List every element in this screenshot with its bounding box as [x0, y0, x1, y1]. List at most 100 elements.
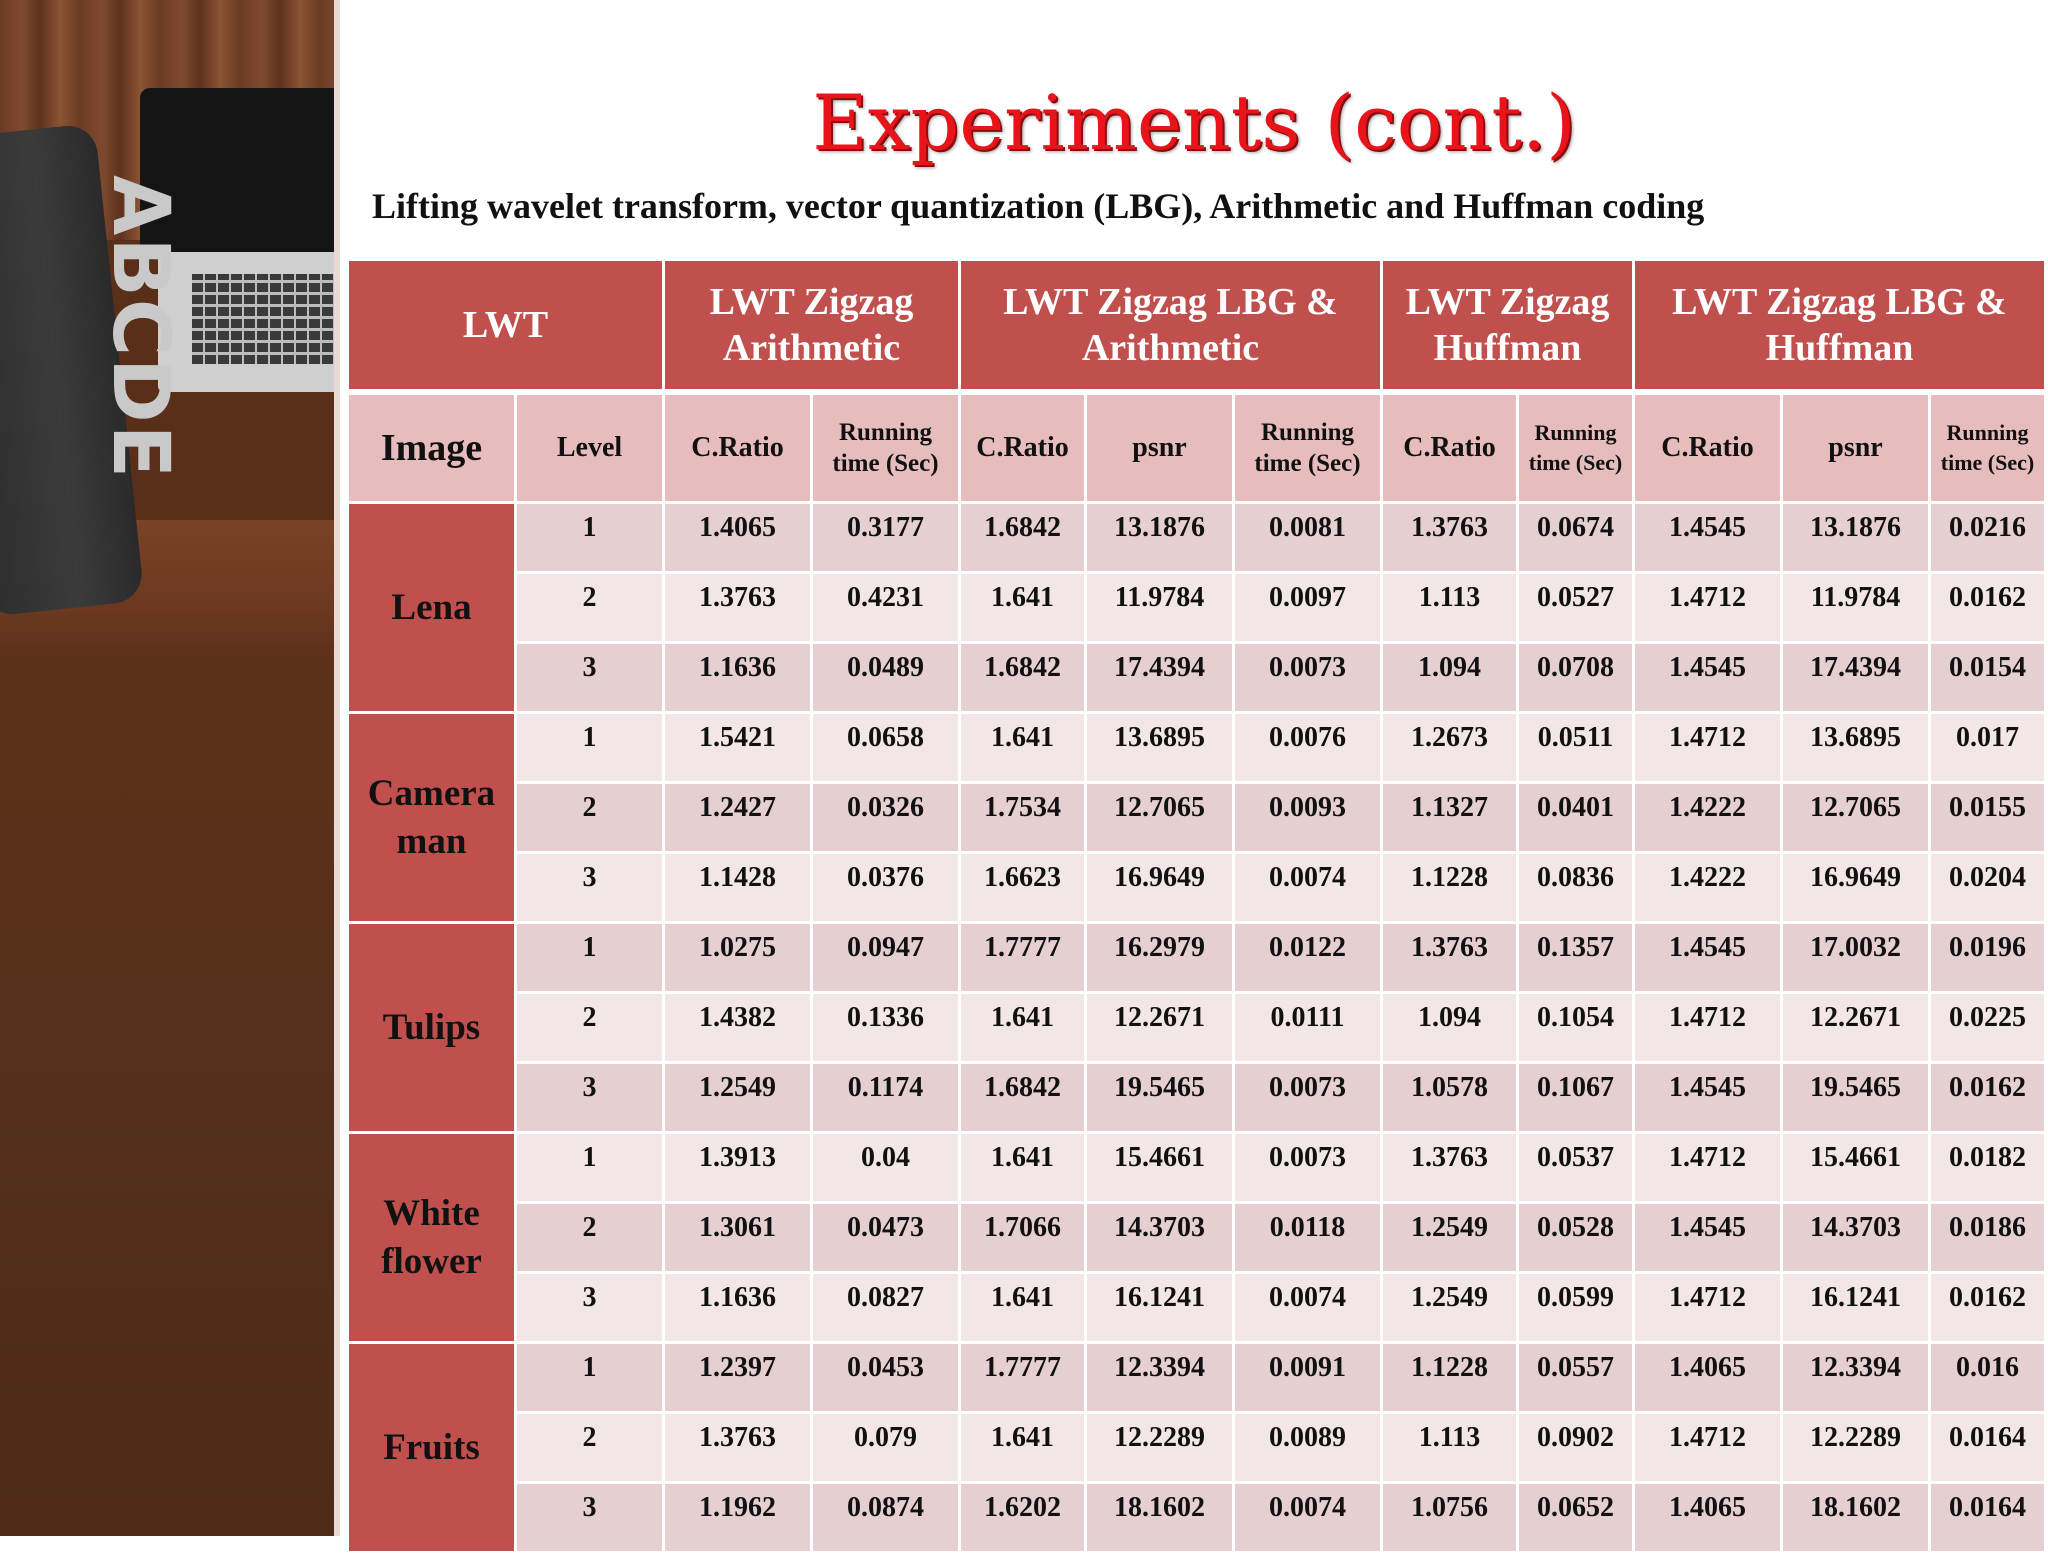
table-row: Camera man 1 1.5421 0.0658 1.641 13.6895 0.007…	[346, 711, 2047, 924]
group-header-row: LWT LWT Zigzag Arithmetic LWT Zigzag LBG…	[346, 258, 2047, 395]
psnr-cell: 17.4394	[1780, 641, 1931, 714]
level-cell: 3	[514, 641, 665, 714]
running-time-cell: 0.0122	[1232, 921, 1383, 994]
running-time-cell: 0.0182	[1928, 1131, 2047, 1204]
running-time-cell: 0.0557	[1516, 1341, 1635, 1414]
cratio-cell: 1.7534	[958, 781, 1087, 854]
running-time-cell: 0.0836	[1516, 851, 1635, 924]
table-row: 2 1.2427 0.0326 1.7534 12.7065 0.0093 1.1327 0.…	[348, 781, 2047, 854]
cratio-cell: 1.1428	[662, 851, 813, 924]
cratio-cell: 1.0756	[1380, 1481, 1519, 1554]
running-time-cell: 0.0076	[1232, 711, 1383, 784]
cratio-cell: 1.4065	[1632, 1481, 1783, 1554]
running-time-cell: 0.04	[810, 1131, 961, 1204]
cratio-cell: 1.1228	[1380, 851, 1519, 924]
running-time-cell: 0.1174	[810, 1061, 961, 1134]
running-time-cell: 0.0074	[1232, 851, 1383, 924]
running-time-cell: 0.0652	[1516, 1481, 1635, 1554]
running-time-cell: 0.0162	[1928, 1271, 2047, 1344]
table-row: 2 1.3763 0.079 1.641 12.2289 0.0089 1.113 0.090…	[348, 1411, 2047, 1484]
cratio-cell: 1.0275	[662, 921, 813, 994]
psnr-cell: 13.6895	[1084, 711, 1235, 784]
running-time-cell: 0.079	[810, 1411, 961, 1484]
running-time-cell: 0.0089	[1232, 1411, 1383, 1484]
cratio-cell: 1.2549	[1380, 1271, 1519, 1344]
cratio-cell: 1.1636	[662, 1271, 813, 1344]
table-row: Lena 1 1.4065 0.3177 1.6842 13.1876 0.0081 1.37…	[346, 501, 2047, 714]
level-cell: 2	[514, 571, 665, 644]
cratio-cell: 1.2673	[1380, 711, 1519, 784]
cratio-cell: 1.4222	[1632, 781, 1783, 854]
psnr-cell: 18.1602	[1780, 1481, 1931, 1554]
running-time-cell: 0.0511	[1516, 711, 1635, 784]
cratio-cell: 1.2427	[662, 781, 813, 854]
table-row: 2 1.4382 0.1336 1.641 12.2671 0.0111 1.094 0.10…	[348, 991, 2047, 1064]
psnr-cell: 17.4394	[1084, 641, 1235, 714]
running-time-cell: 0.0216	[1928, 501, 2047, 574]
cratio-cell: 1.4065	[662, 501, 813, 574]
image-name-cell: Lena	[346, 501, 517, 714]
running-time-cell: 0.4231	[810, 571, 961, 644]
cratio-cell: 1.4712	[1632, 1131, 1783, 1204]
psnr-cell: 15.4661	[1780, 1131, 1931, 1204]
running-time-cell: 0.0073	[1232, 1061, 1383, 1134]
table-row: 2 1.3763 0.4231 1.641 11.9784 0.0097 1.113 0.05…	[348, 571, 2047, 644]
running-time-cell: 0.0527	[1516, 571, 1635, 644]
psnr-cell: 13.1876	[1780, 501, 1931, 574]
laptop-screen	[140, 88, 340, 258]
table-row: 3 1.1636 0.0827 1.641 16.1241 0.0074 1.2549 0.0…	[348, 1271, 2047, 1344]
column-header-level: Level	[514, 390, 665, 504]
psnr-cell: 18.1602	[1084, 1481, 1235, 1554]
cratio-cell: 1.3763	[662, 571, 813, 644]
cratio-cell: 1.641	[958, 1131, 1087, 1204]
level-cell: 2	[514, 781, 665, 854]
cratio-cell: 1.3913	[662, 1131, 813, 1204]
cratio-cell: 1.2549	[1380, 1201, 1519, 1274]
running-time-cell: 0.0073	[1232, 1131, 1383, 1204]
cratio-cell: 1.4065	[1632, 1341, 1783, 1414]
cratio-cell: 1.0578	[1380, 1061, 1519, 1134]
table-row: 3 1.1962 0.0874 1.6202 18.1602 0.0074 1.0756 0.…	[348, 1481, 2047, 1554]
psnr-cell: 12.3394	[1084, 1341, 1235, 1414]
running-time-cell: 0.3177	[810, 501, 961, 574]
running-time-cell: 0.0164	[1928, 1411, 2047, 1484]
running-time-cell: 0.0401	[1516, 781, 1635, 854]
psnr-cell: 17.0032	[1780, 921, 1931, 994]
cratio-cell: 1.641	[958, 571, 1087, 644]
running-time-cell: 0.0376	[810, 851, 961, 924]
cratio-cell: 1.3061	[662, 1201, 813, 1274]
table-row: White flower 1 1.3913 0.04 1.641 15.4661 0.007…	[346, 1131, 2047, 1344]
psnr-cell: 12.2671	[1780, 991, 1931, 1064]
table-row: Tulips 1 1.0275 0.0947 1.7777 16.2979 0.0122 1.…	[346, 921, 2047, 1134]
cratio-cell: 1.4545	[1632, 641, 1783, 714]
running-time-cell: 0.0473	[810, 1201, 961, 1274]
image-name-cell: Fruits	[346, 1341, 517, 1554]
running-time-cell: 0.0073	[1232, 641, 1383, 714]
cratio-cell: 1.113	[1380, 571, 1519, 644]
running-time-cell: 0.0453	[810, 1341, 961, 1414]
psnr-cell: 16.1241	[1780, 1271, 1931, 1344]
column-header-psnr: psnr	[1780, 390, 1931, 504]
slide-title: Experiments (cont.)	[812, 77, 1576, 167]
cratio-cell: 1.113	[1380, 1411, 1519, 1484]
level-cell: 2	[514, 1201, 665, 1274]
cratio-cell: 1.3763	[1380, 501, 1519, 574]
running-time-cell: 0.0093	[1232, 781, 1383, 854]
cratio-cell: 1.2397	[662, 1341, 813, 1414]
cratio-cell: 1.7066	[958, 1201, 1087, 1274]
sofa-seat	[0, 660, 340, 1536]
running-time-cell: 0.0074	[1232, 1481, 1383, 1554]
running-time-cell: 0.0118	[1232, 1201, 1383, 1274]
cratio-cell: 1.094	[1380, 991, 1519, 1064]
running-time-cell: 0.0154	[1928, 641, 2047, 714]
cratio-cell: 1.4712	[1632, 1271, 1783, 1344]
image-name-cell: Tulips	[346, 921, 517, 1134]
running-time-cell: 0.0091	[1232, 1341, 1383, 1414]
cratio-cell: 1.1962	[662, 1481, 813, 1554]
cratio-cell: 1.641	[958, 991, 1087, 1064]
psnr-cell: 11.9784	[1780, 571, 1931, 644]
running-time-cell: 0.0162	[1928, 1061, 2047, 1134]
running-time-cell: 0.017	[1928, 711, 2047, 784]
cratio-cell: 1.641	[958, 1271, 1087, 1344]
image-name-cell: White flower	[346, 1131, 517, 1344]
